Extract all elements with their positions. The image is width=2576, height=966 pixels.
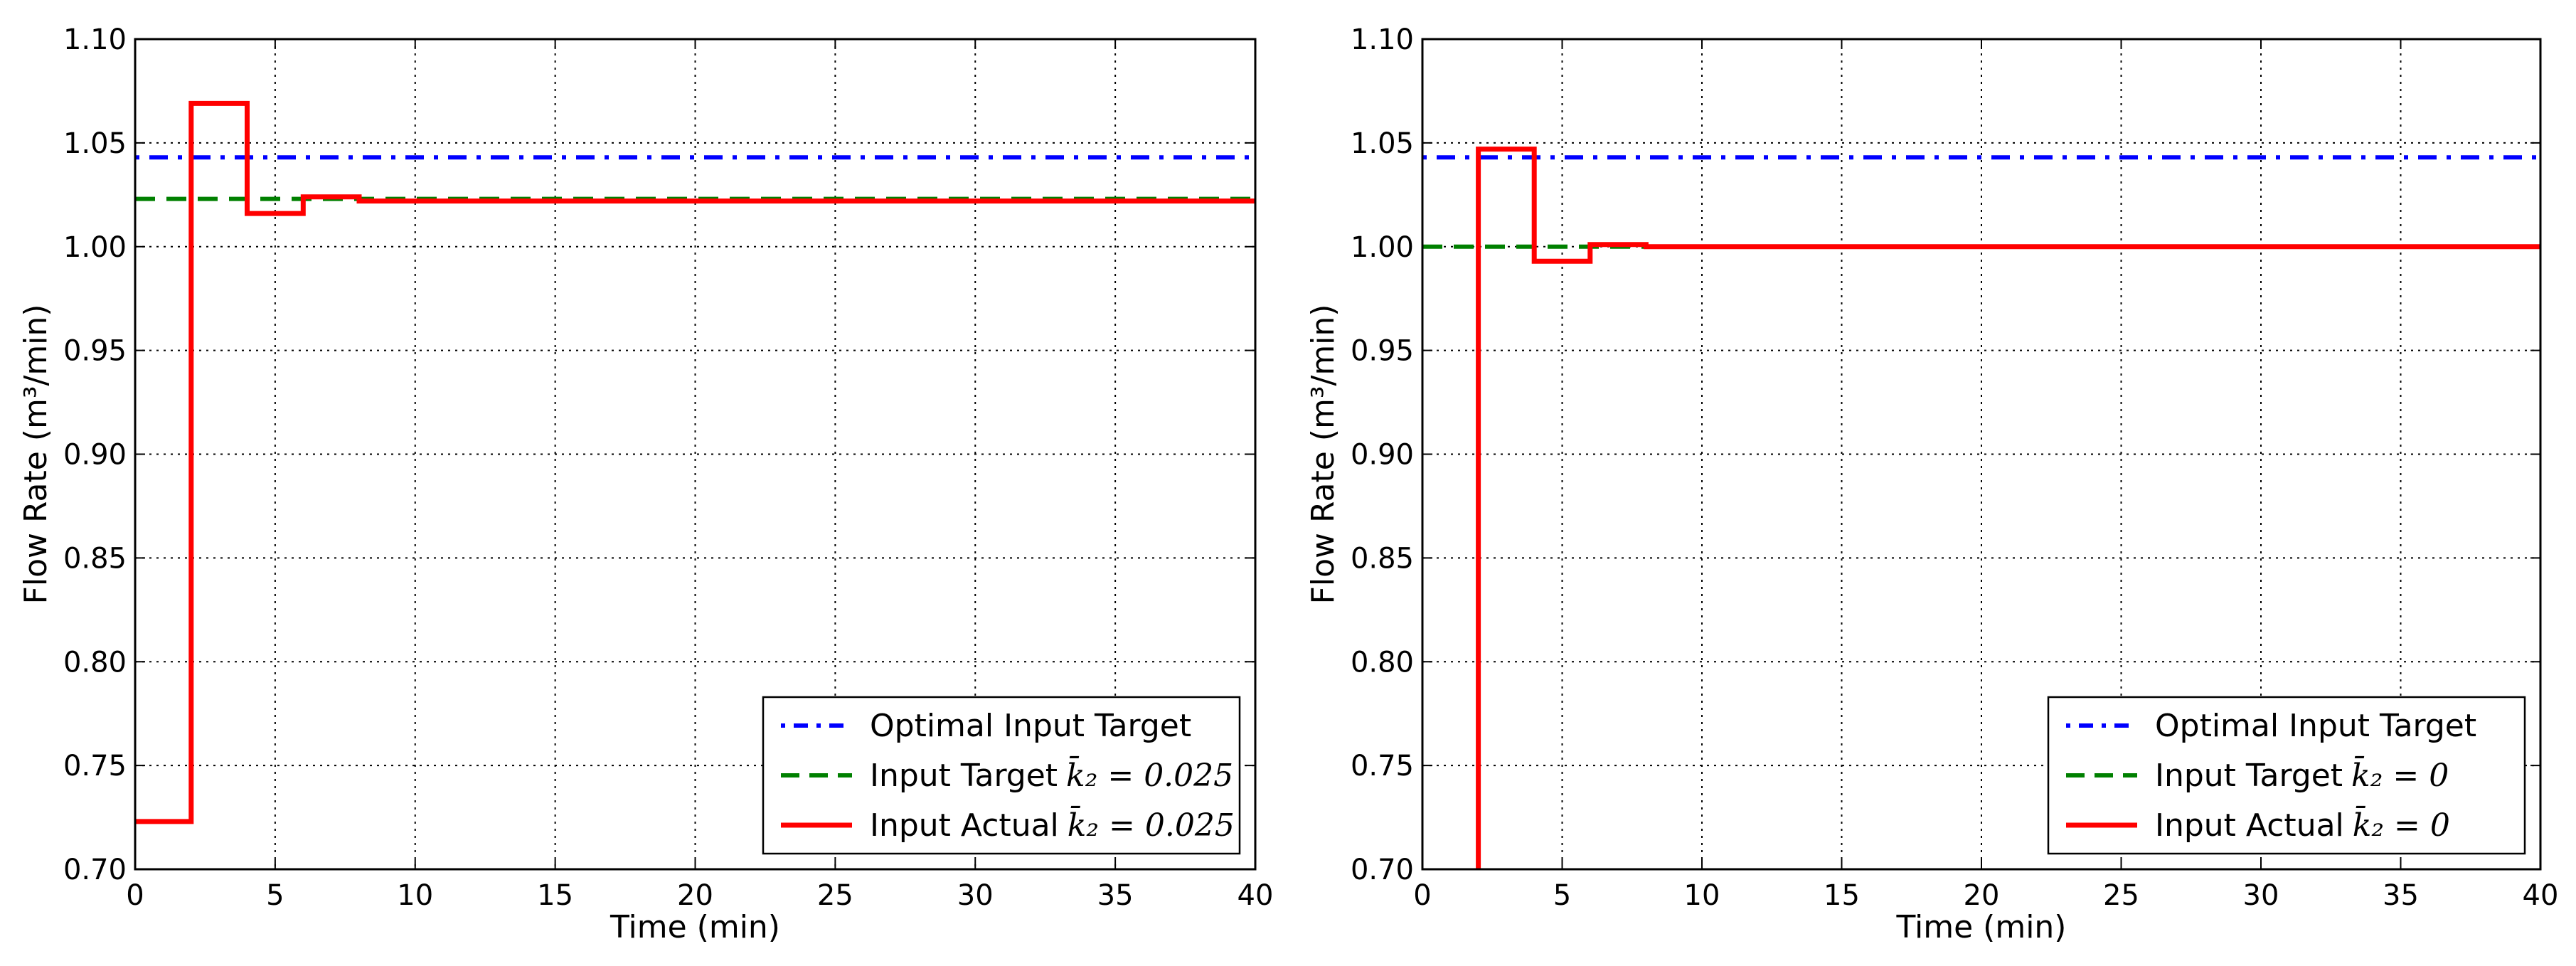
x-tick-label: 35 (1097, 879, 1134, 912)
x-tick-label: 40 (2523, 879, 2559, 912)
x-tick-label: 20 (677, 879, 713, 912)
y-tick-label: 0.85 (63, 542, 127, 575)
legend: Optimal Input Target Input Target k̄₂ = 0 I… (2047, 696, 2526, 855)
y-tick-label: 0.90 (63, 439, 127, 472)
x-tick-label: 40 (1238, 879, 1274, 912)
x-tick-label: 10 (397, 879, 433, 912)
legend-label: Optimal Input Target (2155, 708, 2476, 744)
x-tick-label: 30 (2243, 879, 2279, 912)
series-group (1422, 147, 2540, 869)
y-axis-label: Flow Rate (m³/min) (1305, 304, 1341, 605)
x-tick-label: 30 (957, 879, 994, 912)
y-tick-label: 0.75 (63, 750, 127, 782)
x-tick-label: 20 (1964, 879, 2000, 912)
x-tick-label: 5 (266, 879, 284, 912)
chart-panel-2: 0 5 10 15 20 25 30 35 40 0.70 0.75 0.80 0.85 0.90 0.95… (1305, 23, 2558, 945)
plot-frame (134, 38, 1257, 871)
y-tick-label: 0.90 (1351, 439, 1414, 472)
y-tick-label: 1.00 (1351, 231, 1414, 264)
x-tick-label: 5 (1553, 879, 1571, 912)
y-tick-label: 0.70 (1351, 854, 1414, 886)
legend: Optimal Input Target Input Target k̄₂ = 0.… (762, 696, 1241, 855)
x-tick-label: 25 (817, 879, 853, 912)
y-tick-label: 1.00 (63, 231, 127, 264)
y-tick-label: 1.05 (63, 127, 127, 160)
legend-label: Input Target k̄₂ = 0 (2155, 755, 2449, 794)
plot-frame (1421, 38, 2542, 871)
y-tick-label: 1.10 (63, 23, 127, 56)
series-line-input-actual (1476, 147, 2540, 869)
x-tick-label: 25 (2103, 879, 2139, 912)
y-tick-label: 0.70 (63, 854, 127, 886)
x-tick-label: 15 (537, 879, 573, 912)
y-tick-label: 0.75 (1351, 750, 1414, 782)
x-tick-label: 15 (1824, 879, 1860, 912)
x-tick-label: 10 (1684, 879, 1720, 912)
y-tick-label: 0.80 (1351, 646, 1414, 679)
legend-label: Input Actual k̄₂ = 0.025 (870, 805, 1235, 844)
legend-label: Optimal Input Target (870, 708, 1191, 744)
y-tick-label: 0.95 (63, 335, 127, 368)
series-group (135, 100, 1255, 824)
y-tick-label: 1.10 (1351, 23, 1414, 56)
y-tick-label: 0.85 (1351, 542, 1414, 575)
x-axis-label: Time (min) (1896, 909, 2067, 945)
y-axis-label: Flow Rate (m³/min) (18, 304, 54, 605)
y-tick-label: 1.05 (1351, 127, 1414, 160)
x-tick-label: 35 (2383, 879, 2419, 912)
legend-label: Input Actual k̄₂ = 0 (2155, 805, 2450, 844)
y-tick-label: 0.80 (63, 646, 127, 679)
x-tick-label: 0 (126, 879, 144, 912)
series-line-input-actual (135, 100, 1255, 824)
y-tick-label: 0.95 (1351, 335, 1414, 368)
x-axis-label: Time (min) (610, 909, 780, 945)
chart-panel-1: 0 5 10 15 20 25 30 35 40 0.70 0.75 0.80 0.85 0.90 0.95… (18, 23, 1273, 945)
legend-label: Input Target k̄₂ = 0.025 (870, 755, 1233, 794)
x-tick-label: 0 (1413, 879, 1431, 912)
